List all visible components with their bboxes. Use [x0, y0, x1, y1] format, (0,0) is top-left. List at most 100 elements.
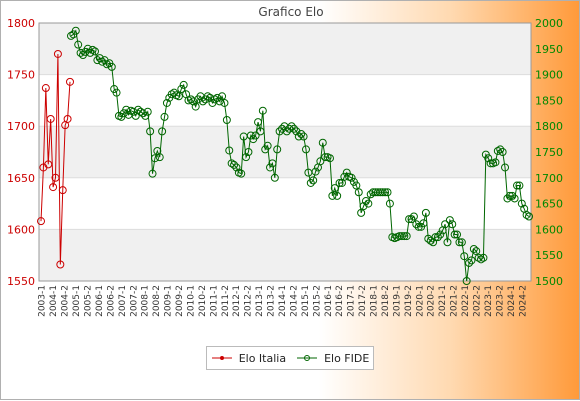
y-right-tick-label: 1850 — [535, 94, 563, 107]
point-fide — [419, 219, 428, 228]
point-fide — [218, 92, 227, 101]
plot-border — [38, 22, 532, 282]
point-fide — [179, 80, 188, 89]
point-fide — [354, 188, 363, 197]
point-fide — [457, 238, 466, 247]
point-fide — [225, 146, 234, 155]
point-fide — [378, 188, 387, 197]
point-fide — [347, 173, 356, 182]
x-tick-label: 2010-1 — [186, 285, 196, 317]
point-fide — [383, 188, 392, 197]
x-tick-label: 2014-1 — [278, 285, 288, 317]
point-italia — [63, 114, 72, 123]
point-italia — [44, 160, 53, 169]
x-tick-label: 2009-2 — [175, 285, 185, 317]
point-fide — [467, 256, 476, 265]
x-tick-label: 2019-1 — [392, 285, 402, 317]
point-fide — [76, 48, 85, 57]
y-right-tick-label: 1500 — [535, 275, 563, 288]
point-fide — [210, 95, 219, 104]
x-tick-label: 2018-2 — [381, 285, 391, 317]
point-fide — [460, 252, 469, 261]
series-line-italia — [40, 53, 71, 265]
point-fide — [501, 163, 510, 172]
point-fide — [431, 233, 440, 242]
point-fide — [83, 44, 92, 53]
point-fide — [306, 178, 315, 187]
legend-swatch-fide — [297, 355, 318, 361]
point-fide — [357, 208, 366, 217]
x-tick-label: 2019-2 — [404, 285, 414, 317]
x-tick-label: 2024-2 — [518, 285, 528, 317]
point-fide — [266, 163, 275, 172]
point-fide — [328, 191, 337, 200]
point-fide — [522, 210, 531, 219]
y-right-tick-label: 1800 — [535, 120, 563, 133]
point-fide — [227, 159, 236, 168]
point-fide — [450, 230, 459, 239]
point-fide — [297, 129, 306, 138]
point-italia — [56, 260, 65, 269]
y-left-tick-label: 1600 — [7, 223, 35, 236]
x-tick-label: 2007-1 — [118, 285, 128, 317]
point-fide — [318, 138, 327, 147]
point-fide — [486, 159, 495, 168]
x-tick-label: 2013-1 — [255, 285, 265, 317]
x-tick-label: 2023-1 — [484, 285, 494, 317]
x-tick-label: 2017-1 — [347, 285, 357, 317]
point-fide — [222, 116, 231, 125]
x-tick-label: 2008-2 — [152, 285, 162, 317]
x-tick-label: 2011-2 — [221, 285, 231, 317]
x-tick-label: 2020-2 — [427, 285, 437, 317]
point-fide — [143, 107, 152, 116]
point-fide — [301, 145, 310, 154]
point-fide — [364, 199, 373, 208]
point-fide — [397, 232, 406, 241]
point-fide — [148, 169, 157, 178]
x-tick-label: 2006-2 — [106, 285, 116, 317]
point-fide — [287, 122, 296, 131]
point-fide — [273, 145, 282, 154]
point-italia — [46, 114, 55, 123]
point-fide — [448, 220, 457, 229]
point-italia — [41, 84, 50, 93]
x-tick-label: 2024-1 — [507, 285, 517, 317]
point-fide — [361, 197, 370, 206]
x-tick-label: 2007-2 — [129, 285, 139, 317]
point-fide — [453, 230, 462, 239]
point-fide — [436, 230, 445, 239]
y-right-tick-label: 1550 — [535, 249, 563, 262]
point-fide — [469, 245, 478, 254]
point-italia — [49, 183, 58, 192]
point-fide — [198, 97, 207, 106]
point-fide — [309, 176, 318, 185]
point-fide — [333, 191, 342, 200]
point-fide — [71, 26, 80, 35]
point-fide — [493, 146, 502, 155]
y-left-tick-label: 1650 — [7, 172, 35, 185]
y-right-tick-label: 1700 — [535, 172, 563, 185]
point-fide — [285, 124, 294, 133]
legend-label-fide: Elo FIDE — [324, 351, 370, 365]
point-fide — [146, 127, 155, 136]
point-fide — [158, 127, 167, 136]
x-tick-label: 2014-2 — [289, 285, 299, 317]
point-fide — [342, 168, 351, 177]
y-left-tick-label: 1550 — [7, 275, 35, 288]
point-fide — [215, 97, 224, 106]
chart-title: Grafico Elo — [258, 5, 324, 19]
point-fide — [167, 90, 176, 99]
point-fide — [505, 191, 514, 200]
point-fide — [191, 102, 200, 111]
point-fide — [299, 132, 308, 141]
point-fide — [445, 216, 454, 225]
y-left-tick-label: 1750 — [7, 69, 35, 82]
x-tick-label: 2016-1 — [324, 285, 334, 317]
point-fide — [294, 132, 303, 141]
y-right-tick-label: 2000 — [535, 17, 563, 30]
point-fide — [88, 45, 97, 54]
x-tick-label: 2013-2 — [267, 285, 277, 317]
point-fide — [496, 145, 505, 154]
x-tick-label: 2017-2 — [358, 285, 368, 317]
